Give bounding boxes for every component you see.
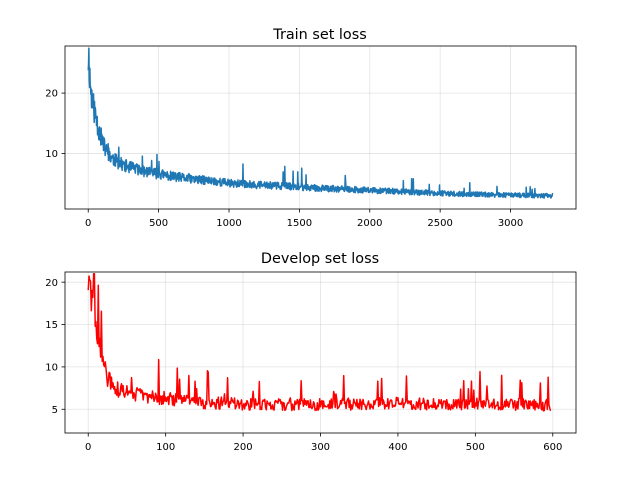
train-y-axis: 10 20 bbox=[45, 89, 65, 160]
develop-x-tick-label-3: 300 bbox=[311, 442, 330, 453]
develop-y-tick-label-2: 15 bbox=[45, 320, 58, 331]
train-x-tick-label-3: 1500 bbox=[287, 218, 312, 229]
train-grid bbox=[65, 46, 576, 209]
train-y-tick-label-0: 10 bbox=[45, 149, 58, 160]
develop-grid bbox=[65, 272, 576, 433]
develop-x-tick-label-2: 200 bbox=[234, 442, 253, 453]
train-x-tick-label-1: 500 bbox=[149, 218, 168, 229]
develop-series bbox=[87, 272, 552, 412]
train-x-axis: 0 500 1000 1500 2000 2500 3000 bbox=[85, 209, 523, 229]
train-chart-title: Train set loss bbox=[272, 27, 366, 43]
develop-x-tick-label-4: 400 bbox=[388, 442, 407, 453]
train-x-tick-label-6: 3000 bbox=[498, 218, 523, 229]
train-series bbox=[87, 47, 554, 199]
train-axes-frame bbox=[64, 45, 577, 210]
develop-loss-panel: Develop set loss 0 100 200 300 400 500 600 5 10… bbox=[45, 251, 577, 453]
develop-y-tick-label-3: 20 bbox=[45, 278, 58, 289]
develop-loss-line bbox=[87, 272, 552, 412]
develop-y-axis: 5 10 15 20 bbox=[45, 278, 65, 416]
develop-x-tick-label-1: 100 bbox=[156, 442, 175, 453]
develop-x-axis: 0 100 200 300 400 500 600 bbox=[85, 433, 562, 453]
train-x-tick-label-2: 1000 bbox=[216, 218, 241, 229]
develop-x-tick-label-0: 0 bbox=[85, 442, 91, 453]
train-loss-panel: Train set loss 0 500 1000 1500 2000 2500 3000 … bbox=[45, 27, 577, 229]
train-loss-line bbox=[87, 47, 554, 199]
develop-y-tick-label-0: 5 bbox=[52, 405, 58, 416]
develop-y-tick-label-1: 10 bbox=[45, 363, 58, 374]
develop-x-tick-label-5: 500 bbox=[466, 442, 485, 453]
develop-chart-title: Develop set loss bbox=[261, 251, 379, 267]
train-x-tick-label-0: 0 bbox=[85, 218, 91, 229]
develop-x-tick-label-6: 600 bbox=[543, 442, 562, 453]
train-x-tick-label-5: 2500 bbox=[427, 218, 452, 229]
train-y-tick-label-1: 20 bbox=[45, 89, 58, 100]
train-x-tick-label-4: 2000 bbox=[357, 218, 382, 229]
